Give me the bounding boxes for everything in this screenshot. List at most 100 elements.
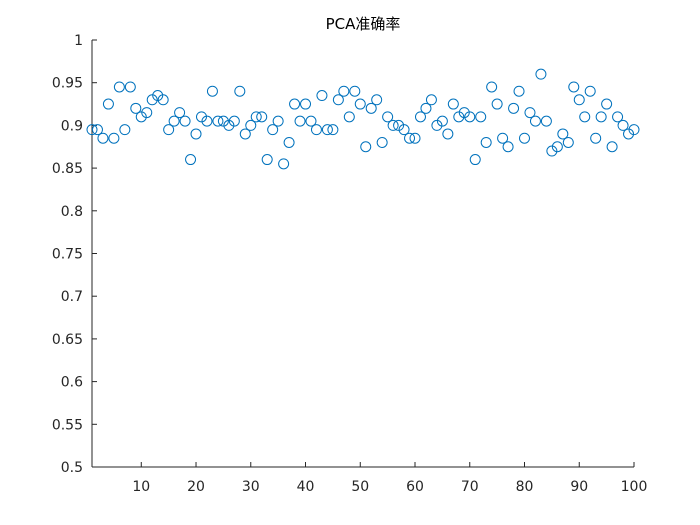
ticks: 10 20 30 40 50 60 70 80 90 100 0.5 0.55 0.6 0.65 0.7 0.… [52,33,648,495]
data-point [108,132,120,144]
data-point [119,124,131,136]
data-point [458,107,470,119]
data-point [447,98,459,110]
data-point [601,98,613,110]
x-tick-label: 60 [406,479,424,495]
data-point [267,124,279,136]
data-point [195,111,207,123]
data-point [606,141,618,153]
data-point [398,124,410,136]
y-tick-label: 0.85 [52,161,83,177]
data-point [469,154,481,166]
y-tick-label: 0.65 [52,332,83,348]
data-point [623,128,635,140]
data-point [300,98,312,110]
data-point [190,128,202,140]
y-tick-label: 0.95 [52,76,83,92]
data-point [163,124,175,136]
data-point [316,90,328,102]
data-point [431,119,443,131]
data-point [201,115,213,127]
data-point [250,111,262,123]
data-point [382,111,394,123]
data-point [535,68,547,80]
y-tick-label: 0.75 [52,247,83,263]
data-point [278,158,290,170]
data-point [130,102,142,114]
data-point [289,98,301,110]
data-point [387,119,399,131]
data-point [228,115,240,127]
data-point [91,124,103,136]
data-point [141,107,153,119]
y-tick-label: 0.55 [52,417,83,433]
data-point [283,136,295,148]
data-point [371,94,383,106]
data-point [513,85,525,97]
data-point [272,115,284,127]
data-point [568,81,580,93]
data-point [573,94,585,106]
data-point [234,85,246,97]
data-point [420,102,432,114]
x-tick-label: 80 [516,479,534,495]
y-tick-label: 0.6 [61,375,83,391]
data-point [212,115,224,127]
data-point [409,132,421,144]
data-point [305,115,317,127]
data-point [185,154,197,166]
data-point [360,141,372,153]
data-point [217,115,229,127]
chart-title: PCA准确率 [326,15,401,33]
data-point [332,94,344,106]
data-point [349,85,361,97]
data-point [393,119,405,131]
y-tick-label: 0.9 [61,118,83,134]
data-point [327,124,339,136]
data-point [475,111,487,123]
data-point [239,128,251,140]
data-point [223,119,235,131]
data-point [551,141,563,153]
data-point [491,98,503,110]
data-point [157,94,169,106]
data-point [338,85,350,97]
data-point [206,85,218,97]
data-point [486,81,498,93]
x-tick-label: 70 [461,479,479,495]
x-tick-label: 100 [621,479,648,495]
data-point [442,128,454,140]
y-tick-label: 1 [74,33,83,49]
data-point [135,111,147,123]
data-point [540,115,552,127]
axes [91,40,634,468]
data-point [524,107,536,119]
data-point [436,115,448,127]
data-points [86,68,640,170]
data-point [261,154,273,166]
x-tick-label: 10 [132,479,150,495]
data-point [124,81,136,93]
data-point [168,115,180,127]
data-point [365,102,377,114]
data-point [546,145,558,157]
data-point [595,111,607,123]
data-point [464,111,476,123]
data-point [497,132,509,144]
data-point [179,115,191,127]
x-tick-label: 90 [570,479,588,495]
y-tick-label: 0.5 [61,460,83,476]
data-point [508,102,520,114]
x-tick-label: 40 [297,479,315,495]
data-point [97,132,109,144]
data-point [590,132,602,144]
data-point [557,128,569,140]
data-point [579,111,591,123]
data-point [404,132,416,144]
x-tick-label: 20 [187,479,205,495]
y-tick-label: 0.7 [61,289,83,305]
data-point [102,98,114,110]
data-point [502,141,514,153]
